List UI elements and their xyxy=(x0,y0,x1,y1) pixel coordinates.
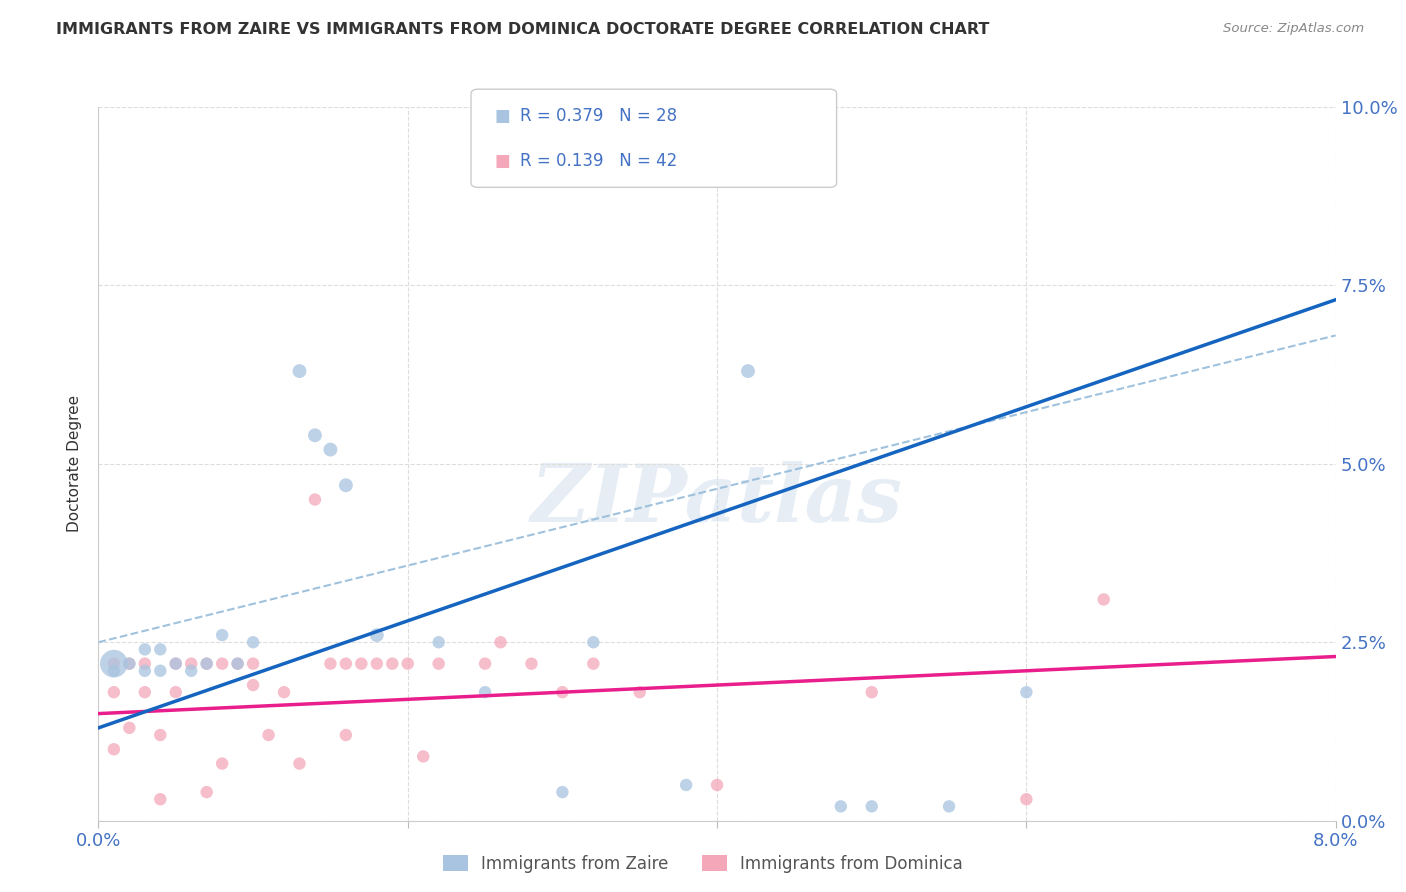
Point xyxy=(304,492,326,507)
Legend: Immigrants from Zaire, Immigrants from Dominica: Immigrants from Zaire, Immigrants from D… xyxy=(436,848,970,880)
Point xyxy=(1015,792,1038,806)
Point xyxy=(520,657,543,671)
Text: IMMIGRANTS FROM ZAIRE VS IMMIGRANTS FROM DOMINICA DOCTORATE DEGREE CORRELATION C: IMMIGRANTS FROM ZAIRE VS IMMIGRANTS FROM… xyxy=(56,22,990,37)
Text: ■: ■ xyxy=(495,107,510,125)
Point xyxy=(180,657,202,671)
Point xyxy=(257,728,280,742)
Point xyxy=(938,799,960,814)
Point xyxy=(211,657,233,671)
Point xyxy=(149,642,172,657)
Text: R = 0.379   N = 28: R = 0.379 N = 28 xyxy=(520,107,678,125)
Point xyxy=(319,442,342,457)
Point xyxy=(830,799,852,814)
Point xyxy=(412,749,434,764)
Point xyxy=(195,657,218,671)
Point xyxy=(1015,685,1038,699)
Point xyxy=(737,364,759,378)
Text: ZIPatlas: ZIPatlas xyxy=(531,461,903,538)
Point xyxy=(319,657,342,671)
Point xyxy=(149,728,172,742)
Point xyxy=(860,799,883,814)
Point xyxy=(103,657,125,671)
Point xyxy=(335,657,357,671)
Point xyxy=(103,657,125,671)
Point xyxy=(551,785,574,799)
Point xyxy=(675,778,697,792)
Point xyxy=(134,657,156,671)
Text: R = 0.139   N = 42: R = 0.139 N = 42 xyxy=(520,152,678,169)
Point xyxy=(118,721,141,735)
Point xyxy=(165,685,187,699)
Point xyxy=(134,664,156,678)
Point xyxy=(860,685,883,699)
Point xyxy=(134,642,156,657)
Point xyxy=(103,685,125,699)
Point xyxy=(149,664,172,678)
Point xyxy=(288,756,311,771)
Point xyxy=(304,428,326,442)
Point xyxy=(211,628,233,642)
Point xyxy=(396,657,419,671)
Point xyxy=(273,685,295,699)
Text: Source: ZipAtlas.com: Source: ZipAtlas.com xyxy=(1223,22,1364,36)
Point xyxy=(366,657,388,671)
Point xyxy=(350,657,373,671)
Point xyxy=(335,728,357,742)
Point xyxy=(180,664,202,678)
Point xyxy=(1092,592,1115,607)
Point xyxy=(226,657,249,671)
Point xyxy=(118,657,141,671)
Point xyxy=(195,657,218,671)
Point xyxy=(195,785,218,799)
Point xyxy=(103,664,125,678)
Point xyxy=(427,635,450,649)
Point xyxy=(165,657,187,671)
Point xyxy=(551,685,574,699)
Point xyxy=(706,778,728,792)
Point xyxy=(427,657,450,671)
Point xyxy=(165,657,187,671)
Point xyxy=(288,364,311,378)
Point xyxy=(366,628,388,642)
Point xyxy=(242,657,264,671)
Text: ■: ■ xyxy=(495,152,510,169)
Y-axis label: Doctorate Degree: Doctorate Degree xyxy=(67,395,83,533)
Point xyxy=(582,657,605,671)
Point xyxy=(582,635,605,649)
Point xyxy=(628,685,651,699)
Point xyxy=(118,657,141,671)
Point xyxy=(211,756,233,771)
Point xyxy=(335,478,357,492)
Point xyxy=(242,635,264,649)
Point xyxy=(103,742,125,756)
Point xyxy=(489,635,512,649)
Point xyxy=(134,685,156,699)
Point xyxy=(226,657,249,671)
Point xyxy=(149,792,172,806)
Point xyxy=(474,657,496,671)
Point xyxy=(381,657,404,671)
Point xyxy=(474,685,496,699)
Point xyxy=(242,678,264,692)
